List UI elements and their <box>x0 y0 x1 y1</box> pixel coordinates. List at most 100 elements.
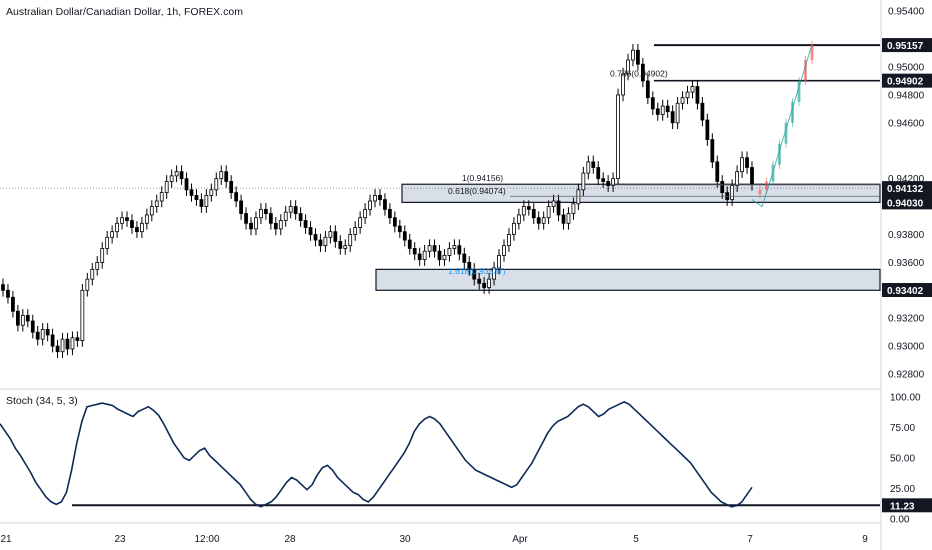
candle <box>531 208 536 219</box>
candle <box>432 245 437 252</box>
candle <box>745 157 749 168</box>
candle <box>378 194 382 200</box>
candle <box>149 206 154 216</box>
candle <box>735 171 740 187</box>
candle <box>715 161 720 182</box>
candle <box>650 97 655 110</box>
candle <box>120 217 124 224</box>
candle <box>204 194 209 207</box>
candle <box>462 253 467 263</box>
candle <box>536 217 541 224</box>
candle <box>670 111 675 124</box>
candle <box>442 255 447 260</box>
candle <box>680 97 685 104</box>
candle <box>616 94 620 180</box>
candle <box>65 338 70 350</box>
candle <box>402 231 407 241</box>
fib-label: 0.786(0.94902) <box>610 69 668 79</box>
stoch-tick-label: 25.00 <box>890 484 915 495</box>
price-tick-label: 0.94600 <box>888 118 925 129</box>
fib-label: 1.618(0.93537) <box>448 266 506 276</box>
projection-candle <box>797 80 801 102</box>
projection-candle <box>778 143 781 165</box>
candle <box>164 181 169 194</box>
candle <box>447 248 452 256</box>
candle <box>665 105 670 113</box>
candle <box>348 234 353 247</box>
candle <box>259 208 263 219</box>
candle <box>219 171 224 180</box>
candle <box>135 227 139 233</box>
price-badge-label: 0.94902 <box>887 77 924 88</box>
candle <box>229 181 234 194</box>
candle <box>606 181 611 187</box>
price-badge <box>882 73 932 88</box>
price-badge-label: 0.95157 <box>887 41 924 52</box>
candle <box>100 248 105 263</box>
stochastic-panel <box>0 401 880 508</box>
candle <box>60 338 65 353</box>
candle <box>268 213 273 224</box>
candle <box>278 220 283 230</box>
chart-title: Australian Dollar/Canadian Dollar, 1h, F… <box>6 6 243 18</box>
price-badge <box>882 38 932 53</box>
time-tick-label: 23 <box>114 534 126 545</box>
candle <box>383 199 387 210</box>
candle <box>541 217 546 224</box>
candle <box>487 278 491 288</box>
stoch-value-label: 11.23 <box>890 501 915 512</box>
candle <box>417 253 422 260</box>
candle <box>551 200 556 207</box>
candle <box>566 213 571 224</box>
time-tick-label: 5 <box>633 534 639 545</box>
price-panel: 0.786(0.94902) 1(0.94156) 0.618(0.94074) 1.… <box>0 40 881 358</box>
candle <box>85 278 90 291</box>
stoch-tick-label: 50.00 <box>890 454 915 465</box>
price-tick-label: 0.94200 <box>888 174 925 185</box>
candle <box>358 217 363 228</box>
candle <box>457 245 462 255</box>
candle <box>502 245 506 256</box>
candle <box>571 203 576 214</box>
price-tick-label: 0.93600 <box>888 258 925 269</box>
candle <box>90 268 95 280</box>
candle <box>45 328 50 336</box>
candle <box>303 220 308 228</box>
candle <box>234 192 239 202</box>
candle <box>596 167 601 180</box>
stochastic-label: Stoch (34, 5, 3) <box>6 395 78 407</box>
candle <box>492 267 496 280</box>
time-tick-label: 28 <box>284 534 296 545</box>
price-tick-label: 0.95400 <box>888 7 925 18</box>
candle <box>338 241 343 249</box>
candle <box>353 227 358 235</box>
candle <box>690 86 695 93</box>
stoch-tick-label: 75.00 <box>890 423 915 434</box>
projection-candle <box>791 101 794 123</box>
candle <box>685 91 690 99</box>
candle <box>482 282 487 288</box>
time-tick-label: 12:00 <box>194 534 219 545</box>
price-tick-label: 0.93200 <box>888 314 925 325</box>
candle <box>660 105 665 115</box>
projection-candle <box>810 44 814 61</box>
candle <box>239 200 243 214</box>
candle <box>368 200 372 210</box>
candle <box>333 231 338 242</box>
time-tick-label: Apr <box>512 534 528 545</box>
candle <box>626 59 630 75</box>
candle <box>110 231 115 238</box>
time-tick-label: 7 <box>747 534 753 545</box>
candle <box>526 206 531 210</box>
candle <box>318 239 323 247</box>
fib-label: 0.618(0.94074) <box>448 186 506 196</box>
candle <box>388 208 392 219</box>
candle <box>636 49 640 65</box>
price-badge <box>882 195 932 210</box>
fib-label: 1(0.94156) <box>462 173 503 183</box>
candle <box>159 192 164 202</box>
stoch-tick-label: 0.00 <box>890 515 910 526</box>
candle <box>25 315 30 322</box>
candle <box>720 181 725 194</box>
